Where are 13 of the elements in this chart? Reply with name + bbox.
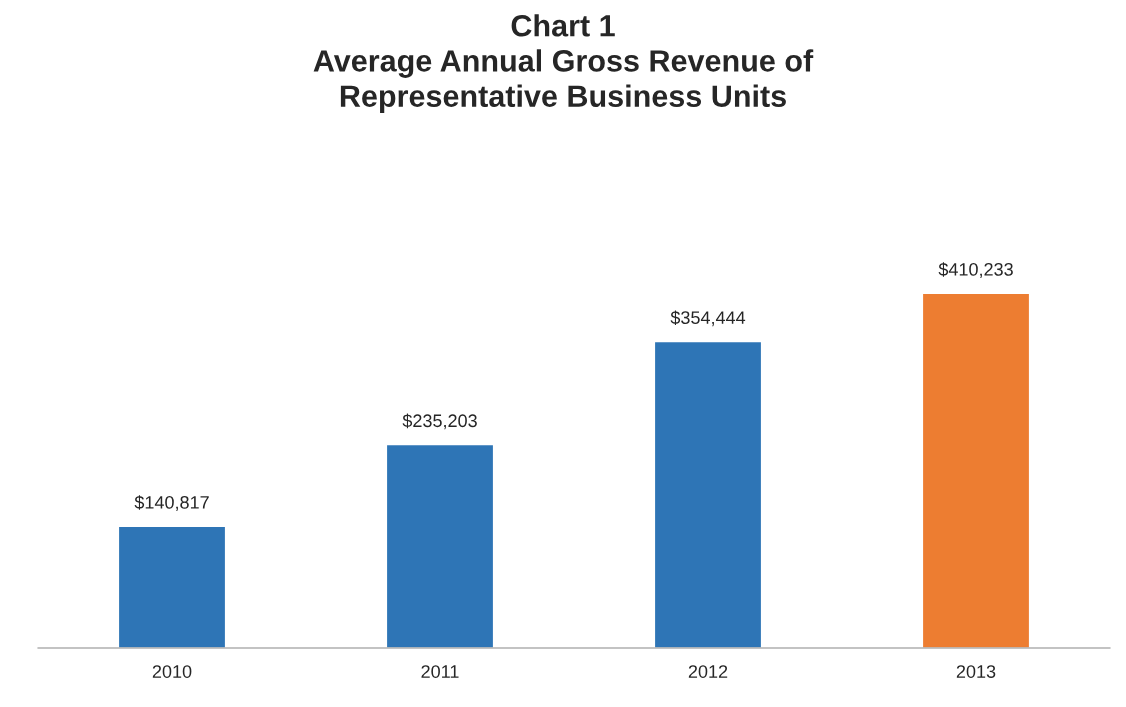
- data-label: $410,233: [938, 262, 1013, 278]
- data-label: $235,203: [402, 413, 477, 430]
- x-tick-label: 2013: [956, 665, 996, 678]
- chart-title: Chart 1 Average Annual Gross Revenue of Representative Business Units: [313, 14, 814, 114]
- x-tick-label: 2012: [688, 665, 728, 678]
- data-label: $354,444: [670, 310, 746, 327]
- bar: [921, 292, 1031, 648]
- bar: [117, 525, 227, 648]
- x-tick-label: 2011: [421, 665, 459, 678]
- x-tick-label: 2010: [152, 665, 192, 678]
- bar: [385, 443, 495, 648]
- data-label: $140,817: [134, 495, 209, 511]
- bar: [653, 340, 763, 648]
